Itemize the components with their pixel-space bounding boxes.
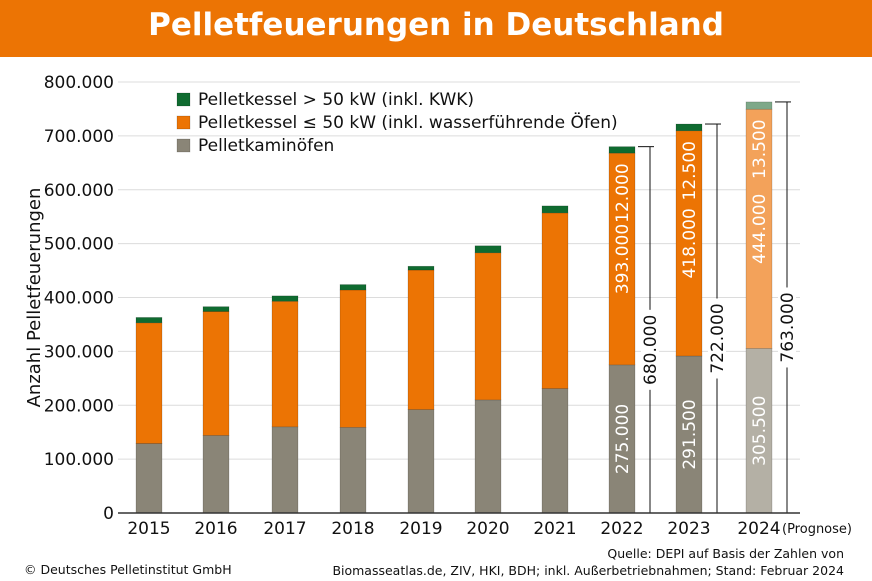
bar-segment xyxy=(271,300,299,428)
x-tick-label: 2020 xyxy=(466,519,509,539)
bar-segment xyxy=(675,123,703,132)
bar-segment xyxy=(407,269,435,410)
legend-swatch xyxy=(176,138,191,153)
total-label-bg xyxy=(708,298,726,379)
total-label-bg xyxy=(778,287,796,368)
bar-segment xyxy=(474,252,502,401)
x-tick-label: 2023 xyxy=(667,519,710,539)
bar-value-label: 393.000 xyxy=(613,224,633,294)
bar-segment xyxy=(135,317,163,324)
y-tick-label: 600.000 xyxy=(44,181,114,201)
stacked-bar-chart: 0 100.000 200.000 300.000 400.000 500.000 600.… xyxy=(24,73,852,539)
bar-segment xyxy=(202,311,230,436)
source-line-2: Biomasseatlas.de, ZIV, HKI, BDH; inkl. A… xyxy=(332,563,844,578)
bar-segment xyxy=(271,426,299,514)
legend-label: Pelletkessel ≤ 50 kW (inkl. wasserführen… xyxy=(198,111,618,133)
source-line-1: Quelle: DEPI auf Basis der Zahlen von xyxy=(607,546,844,561)
x-tick-label: 2015 xyxy=(127,519,170,539)
bar-segment xyxy=(745,101,773,110)
bar-segment xyxy=(541,205,569,214)
x-tick-label: 2017 xyxy=(263,519,306,539)
y-axis-label: Anzahl Pelletfeuerungen xyxy=(24,188,45,408)
bar-value-label: 13.500 xyxy=(750,119,770,178)
bar-segment xyxy=(407,265,435,271)
bar-value-label: 291.500 xyxy=(680,399,700,469)
y-tick-label: 300.000 xyxy=(44,342,114,362)
bar-segment xyxy=(135,322,163,444)
x-tick-label: 2024 xyxy=(737,519,780,539)
bar-segment xyxy=(541,212,569,389)
chart-title: Pelletfeuerungen in Deutschland xyxy=(0,0,872,57)
bar-segment xyxy=(608,152,636,366)
bar-value-label: 305.500 xyxy=(750,396,770,466)
bar-segment xyxy=(202,435,230,514)
forecast-note: (Prognose) xyxy=(782,522,852,537)
bar-segment xyxy=(271,295,299,302)
total-label: 680.000 xyxy=(641,315,661,385)
bar-segment xyxy=(474,245,502,254)
y-tick-label: 0 xyxy=(103,504,114,524)
bar-segment xyxy=(608,146,636,154)
y-tick-label: 800.000 xyxy=(44,73,114,93)
legend-swatch xyxy=(176,92,191,107)
bar-segment xyxy=(675,130,703,357)
total-label: 763.000 xyxy=(778,292,798,362)
bar-segment xyxy=(407,409,435,514)
bar-segment xyxy=(608,364,636,514)
bar-segment xyxy=(202,306,230,312)
bar-value-label: 12.000 xyxy=(613,163,633,222)
bar-value-label: 12.500 xyxy=(680,141,700,200)
bar-segment xyxy=(339,289,367,428)
y-tick-label: 700.000 xyxy=(44,127,114,147)
x-tick-label: 2021 xyxy=(533,519,576,539)
x-tick-label: 2016 xyxy=(194,519,237,539)
x-tick-label: 2019 xyxy=(399,519,442,539)
bar-segment xyxy=(541,388,569,514)
y-tick-label: 500.000 xyxy=(44,235,114,255)
bar-segment xyxy=(339,427,367,514)
total-label-bg xyxy=(641,309,659,390)
x-tick-label: 2022 xyxy=(600,519,643,539)
legend-label: Pelletkaminöfen xyxy=(198,136,334,156)
total-label: 722.000 xyxy=(708,303,728,373)
bar-segment xyxy=(135,443,163,514)
bar-value-label: 418.000 xyxy=(680,208,700,278)
x-tick-label: 2018 xyxy=(331,519,374,539)
bar-value-label: 444.000 xyxy=(750,194,770,264)
bar-value-label: 275.000 xyxy=(613,404,633,474)
y-tick-label: 400.000 xyxy=(44,289,114,309)
bar-segment xyxy=(339,284,367,291)
legend-swatch xyxy=(176,115,191,130)
y-tick-label: 200.000 xyxy=(44,396,114,416)
bar-segment xyxy=(474,399,502,514)
copyright: © Deutsches Pelletinstitut GmbH xyxy=(24,562,232,577)
legend-label: Pelletkessel > 50 kW (inkl. KWK) xyxy=(198,90,474,110)
y-tick-label: 100.000 xyxy=(44,450,114,470)
